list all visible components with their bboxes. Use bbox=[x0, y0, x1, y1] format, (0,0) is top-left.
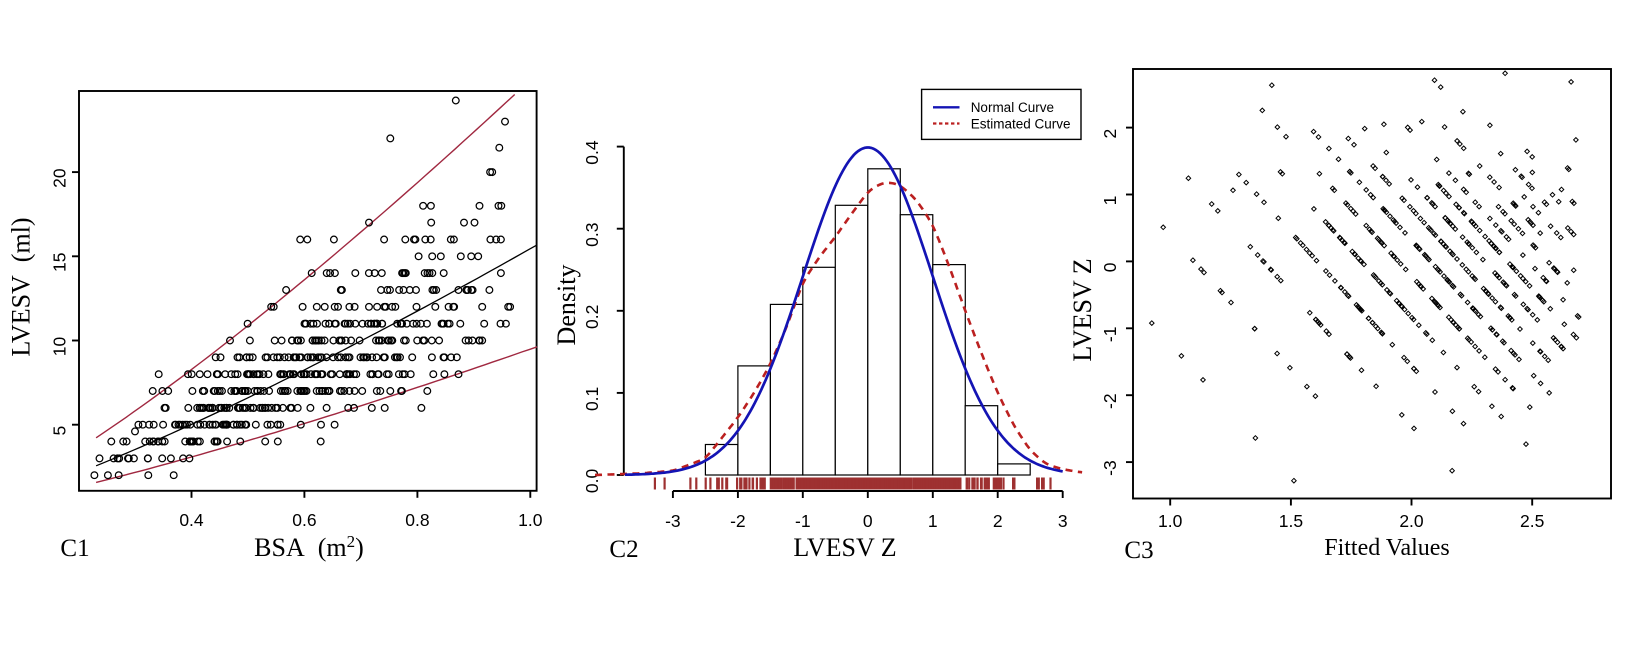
svg-text:0: 0 bbox=[1100, 262, 1120, 272]
svg-text:0.2: 0.2 bbox=[582, 305, 602, 329]
svg-text:1.0: 1.0 bbox=[1158, 511, 1183, 531]
svg-text:LVESV Z: LVESV Z bbox=[793, 533, 896, 562]
svg-text:10: 10 bbox=[50, 337, 70, 357]
svg-text:0.4: 0.4 bbox=[179, 510, 204, 530]
svg-text:C3: C3 bbox=[1124, 537, 1153, 564]
svg-text:-3: -3 bbox=[1100, 460, 1120, 476]
svg-text:0.4: 0.4 bbox=[582, 140, 602, 165]
svg-text:BSA (m2): BSA (m2) bbox=[254, 532, 364, 563]
svg-text:5: 5 bbox=[50, 426, 70, 436]
svg-text:-2: -2 bbox=[730, 511, 746, 531]
svg-text:0.0: 0.0 bbox=[582, 469, 602, 494]
svg-text:LVESV (ml): LVESV (ml) bbox=[7, 217, 36, 356]
svg-text:20: 20 bbox=[50, 168, 70, 188]
svg-text:C2: C2 bbox=[609, 536, 638, 563]
svg-text:1: 1 bbox=[928, 511, 938, 531]
svg-text:0: 0 bbox=[863, 511, 873, 531]
svg-text:15: 15 bbox=[50, 253, 70, 272]
svg-text:1: 1 bbox=[1100, 196, 1120, 206]
svg-text:LVESV Z: LVESV Z bbox=[1068, 258, 1097, 361]
svg-text:2.0: 2.0 bbox=[1399, 511, 1424, 531]
svg-text:1.5: 1.5 bbox=[1279, 511, 1303, 531]
svg-text:2: 2 bbox=[1100, 129, 1120, 139]
svg-text:Density: Density bbox=[552, 265, 581, 346]
svg-text:0.1: 0.1 bbox=[582, 387, 602, 411]
svg-text:Fitted Values: Fitted Values bbox=[1324, 535, 1450, 561]
svg-text:C1: C1 bbox=[60, 535, 89, 562]
svg-text:0.8: 0.8 bbox=[405, 510, 429, 530]
svg-text:2: 2 bbox=[993, 511, 1003, 531]
svg-text:0.3: 0.3 bbox=[582, 223, 602, 247]
svg-text:2.5: 2.5 bbox=[1520, 511, 1544, 531]
svg-text:0.6: 0.6 bbox=[292, 510, 316, 530]
svg-text:1.0: 1.0 bbox=[518, 510, 543, 530]
svg-text:3: 3 bbox=[1058, 511, 1068, 531]
svg-text:-1: -1 bbox=[795, 511, 811, 531]
svg-text:-3: -3 bbox=[665, 511, 681, 531]
svg-text:-2: -2 bbox=[1100, 393, 1120, 409]
svg-text:Estimated Curve: Estimated Curve bbox=[971, 116, 1071, 131]
svg-text:-1: -1 bbox=[1100, 327, 1120, 343]
svg-text:Normal Curve: Normal Curve bbox=[971, 100, 1054, 115]
